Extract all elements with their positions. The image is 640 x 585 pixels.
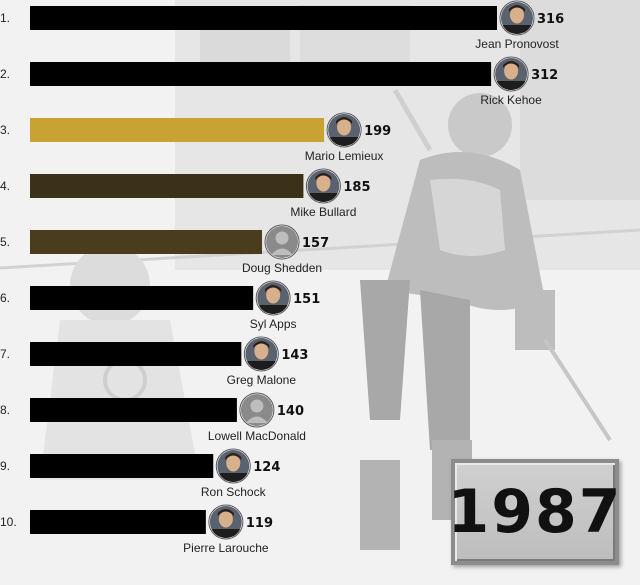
player-avatar-icon xyxy=(305,168,341,204)
bar xyxy=(30,510,206,534)
value-label: 199 xyxy=(364,124,391,139)
value-label: 119 xyxy=(246,516,273,531)
player-avatar-icon xyxy=(239,392,275,428)
player-avatar-icon xyxy=(215,448,251,484)
bar-row: 8. 140 Lowell MacDonald xyxy=(0,392,306,443)
player-name-label: Rick Kehoe xyxy=(480,93,542,107)
rank-label: 8. xyxy=(0,403,10,417)
rank-label: 2. xyxy=(0,67,10,81)
bar-row: 1. 316 Jean Pronovost xyxy=(0,0,564,51)
value-label: 140 xyxy=(277,404,304,419)
player-name-label: Mario Lemieux xyxy=(305,149,384,163)
player-avatar-icon xyxy=(243,336,279,372)
bar xyxy=(30,286,254,310)
year-label: 1987 xyxy=(447,477,623,547)
value-label: 124 xyxy=(253,460,280,475)
rank-label: 3. xyxy=(0,123,10,137)
bar xyxy=(30,342,242,366)
bar xyxy=(30,174,304,198)
player-avatar-icon xyxy=(499,0,535,36)
value-label: 157 xyxy=(302,236,329,251)
player-name-label: Jean Pronovost xyxy=(475,37,559,51)
player-avatar-icon xyxy=(208,504,244,540)
value-label: 316 xyxy=(537,12,564,27)
bar xyxy=(30,62,492,86)
bar-row: 3. 199 Mario Lemieux xyxy=(0,112,391,163)
bar-row: 9. 124 Ron Schock xyxy=(0,448,280,499)
bar xyxy=(30,398,237,422)
value-label: 185 xyxy=(343,180,370,195)
player-name-label: Syl Apps xyxy=(250,317,297,331)
player-avatar-icon xyxy=(326,112,362,148)
bar-row: 7. 143 Greg Malone xyxy=(0,336,308,387)
player-name-label: Mike Bullard xyxy=(290,205,356,219)
year-counter-box: 1987 xyxy=(448,459,621,565)
player-avatar-icon xyxy=(264,224,300,260)
rank-label: 10. xyxy=(0,515,17,529)
player-avatar-icon xyxy=(255,280,291,316)
rank-label: 7. xyxy=(0,347,10,361)
rank-label: 5. xyxy=(0,235,10,249)
bar xyxy=(30,118,325,142)
player-name-label: Doug Shedden xyxy=(242,261,322,275)
rank-label: 4. xyxy=(0,179,10,193)
rank-label: 9. xyxy=(0,459,10,473)
value-label: 143 xyxy=(281,348,308,363)
rank-label: 6. xyxy=(0,291,10,305)
player-name-label: Ron Schock xyxy=(201,485,267,499)
bar xyxy=(30,230,263,254)
bar-row: 5. 157 Doug Shedden xyxy=(0,224,329,275)
bar xyxy=(30,454,214,478)
bar-row: 6. 151 Syl Apps xyxy=(0,280,320,331)
player-name-label: Lowell MacDonald xyxy=(208,429,306,443)
value-label: 151 xyxy=(293,292,320,307)
player-name-label: Greg Malone xyxy=(227,373,297,387)
bar-row: 10. 119 Pierre Larouche xyxy=(0,504,273,555)
value-label: 312 xyxy=(531,68,558,83)
player-avatar-icon xyxy=(493,56,529,92)
bar-row: 2. 312 Rick Kehoe xyxy=(0,56,558,107)
bar xyxy=(30,6,497,30)
player-name-label: Pierre Larouche xyxy=(183,541,269,555)
rank-label: 1. xyxy=(0,11,10,25)
bar-row: 4. 185 Mike Bullard xyxy=(0,168,371,219)
